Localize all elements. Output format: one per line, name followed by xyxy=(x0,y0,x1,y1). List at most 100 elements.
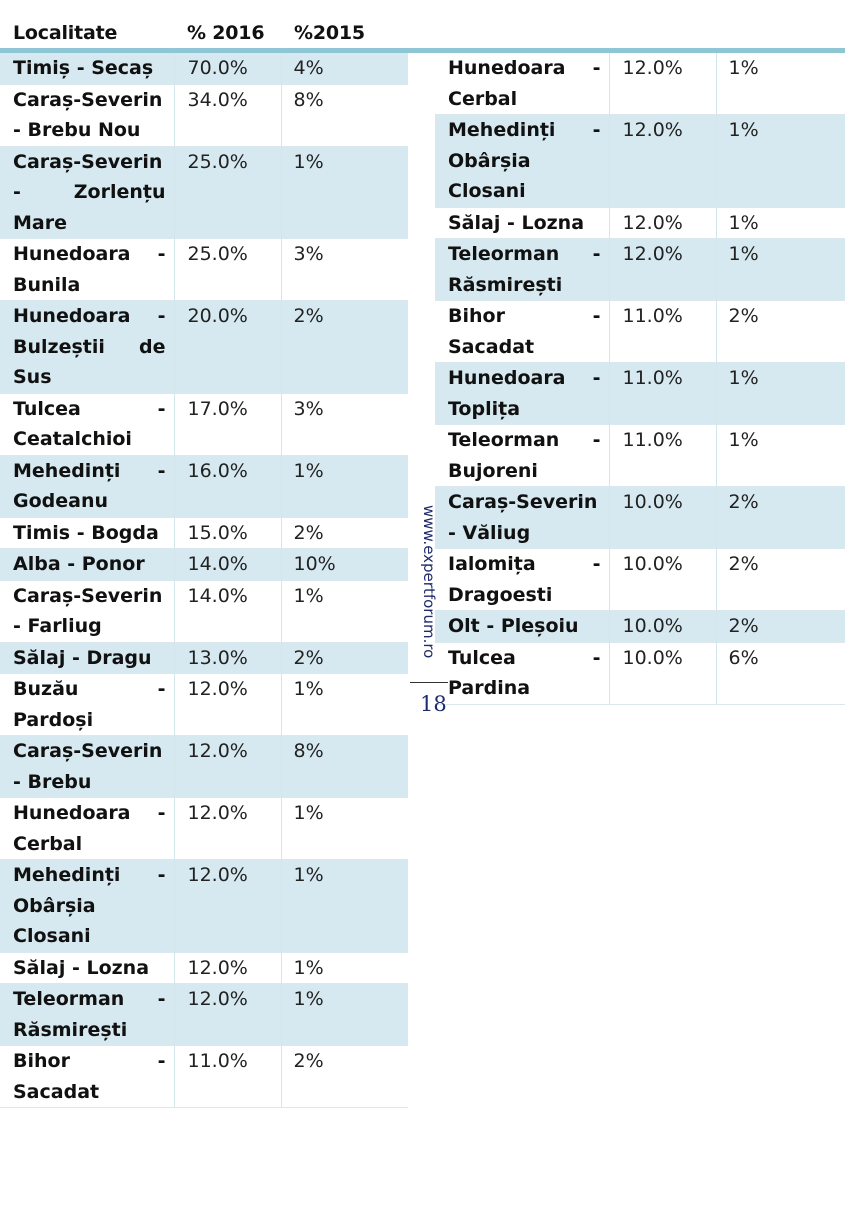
percent-2015-cell: 2% xyxy=(293,1050,324,1072)
table-row: Olt - Pleșoiu 10.0% 2% xyxy=(435,610,845,642)
locality-cell: Timis - Bogda xyxy=(0,517,175,549)
percent-2016-cell: 11.0% xyxy=(609,362,717,425)
percent-2016-cell: 12.0% xyxy=(609,53,717,115)
percent-2016-cell: 14.0% xyxy=(174,580,282,642)
percent-2016-cell: 11.0% xyxy=(609,424,717,487)
table-row: Mehedinți - Godeanu 16.0% 1% xyxy=(0,455,408,517)
locality-cell: Sălaj - Dragu xyxy=(0,642,175,674)
percent-2015-cell: 1% xyxy=(716,114,845,207)
table-row: Tulcea - Pardina 10.0% 6% xyxy=(435,642,845,704)
table-row: Bihor - Sacadat 11.0% 2% xyxy=(0,1045,408,1108)
table-row: Alba - Ponor 14.0% 10% xyxy=(0,548,408,580)
page-number-rule xyxy=(410,682,448,683)
percent-2016-cell: 25.0% xyxy=(174,238,282,301)
percent-2015-cell: 8% xyxy=(281,735,408,798)
percent-2016-cell: 12.0% xyxy=(174,859,282,952)
table-header: Localitate % 2016 %2015 xyxy=(0,19,845,49)
percent-2015-cell: 4% xyxy=(281,53,408,84)
percent-2015-cell: 1% xyxy=(293,802,324,824)
percent-2015-cell: 2% xyxy=(293,521,324,544)
locality-cell: Bihor - Sacadat xyxy=(435,300,610,363)
percent-2016-cell: 11.0% xyxy=(174,1045,282,1108)
table-row: Timiș - Secaș 70.0% 4% xyxy=(0,53,408,84)
percent-2015-cell: 3% xyxy=(293,397,324,420)
percent-2015-cell: 1% xyxy=(728,429,759,451)
percent-2016-cell: 12.0% xyxy=(609,238,717,301)
percent-2016-cell: 34.0% xyxy=(174,84,282,146)
locality-cell: Mehedinți - Godeanu xyxy=(0,455,175,517)
locality-cell: Mehedinți - Obârșia Closani xyxy=(0,859,175,952)
percent-2015-cell: 1% xyxy=(281,455,408,517)
table-row: Hunedoara - Bunila 25.0% 3% xyxy=(0,238,408,301)
table-row: Mehedinți - Obârșia Closani 12.0% 1% xyxy=(0,859,408,952)
table-row: Tulcea - Ceatalchioi 17.0% 3% xyxy=(0,393,408,455)
percent-2016-cell: 10.0% xyxy=(609,610,717,642)
locality-cell: Caraș-Severin - Zorlențu Mare xyxy=(0,146,175,239)
table-row: Caraș-Severin - Brebu 12.0% 8% xyxy=(0,735,408,798)
left-table: Timiș - Secaș 70.0% 4% Caraș-Severin - Breb… xyxy=(0,53,408,1108)
locality-cell: Hunedoara - Cerbal xyxy=(0,797,175,860)
header-2015: %2015 xyxy=(294,22,365,44)
locality-cell: Tulcea - Pardina xyxy=(435,642,610,704)
percent-2016-cell: 11.0% xyxy=(609,300,717,363)
percent-2015-cell: 1% xyxy=(716,238,845,301)
locality-cell: Tulcea - Ceatalchioi xyxy=(0,393,175,455)
locality-cell: Caraș-Severin - Brebu Nou xyxy=(0,84,175,146)
percent-2015-cell: 10% xyxy=(281,548,408,580)
percent-2015-cell: 2% xyxy=(281,642,408,674)
locality-cell: Olt - Pleșoiu xyxy=(435,610,610,642)
locality-cell: Mehedinți - Obârșia Closani xyxy=(435,114,610,207)
locality-cell: Ialomița - Dragoesti xyxy=(435,548,610,611)
percent-2015-cell: 2% xyxy=(728,305,759,327)
page-number: 18 xyxy=(420,692,447,716)
percent-2015-cell: 1% xyxy=(293,584,324,607)
percent-2016-cell: 13.0% xyxy=(174,642,282,674)
percent-2015-cell: 1% xyxy=(728,211,759,234)
right-table: Hunedoara - Cerbal 12.0% 1% Mehedinți - Obâ… xyxy=(435,53,845,705)
table-row: Sălaj - Lozna 12.0% 1% xyxy=(435,207,845,239)
percent-2016-cell: 15.0% xyxy=(174,517,282,549)
table-row: Ialomița - Dragoesti 10.0% 2% xyxy=(435,548,845,611)
locality-cell: Hunedoara - Cerbal xyxy=(435,53,610,115)
percent-2015-cell: 1% xyxy=(728,57,759,79)
percent-2016-cell: 17.0% xyxy=(174,393,282,455)
locality-cell: Sălaj - Lozna xyxy=(435,207,610,239)
percent-2016-cell: 12.0% xyxy=(609,114,717,207)
table-row: Caraș-Severin - Brebu Nou 34.0% 8% xyxy=(0,84,408,146)
percent-2016-cell: 10.0% xyxy=(609,548,717,611)
locality-cell: Caraș-Severin - Văliug xyxy=(435,486,610,549)
percent-2015-cell: 6% xyxy=(728,646,759,669)
percent-2016-cell: 16.0% xyxy=(174,455,282,517)
table-row: Hunedoara - Cerbal 12.0% 1% xyxy=(435,53,845,115)
header-localitate: Localitate xyxy=(13,22,118,44)
percent-2015-cell: 2% xyxy=(728,553,759,575)
table-row: Bihor - Sacadat 11.0% 2% xyxy=(435,300,845,363)
percent-2015-cell: 2% xyxy=(281,300,408,393)
table-row: Timis - Bogda 15.0% 2% xyxy=(0,517,408,549)
table-row: Buzău - Pardoși 12.0% 1% xyxy=(0,673,408,736)
watermark: www.expertforum.ro xyxy=(418,505,438,665)
percent-2016-cell: 12.0% xyxy=(174,797,282,860)
locality-cell: Buzău - Pardoși xyxy=(0,673,175,736)
percent-2016-cell: 12.0% xyxy=(609,207,717,239)
percent-2016-cell: 10.0% xyxy=(609,486,717,549)
table-row: Caraș-Severin - Văliug 10.0% 2% xyxy=(435,486,845,549)
table-row: Teleorman - Bujoreni 11.0% 1% xyxy=(435,424,845,487)
table-row: Teleorman - Răsmirești 12.0% 1% xyxy=(435,238,845,301)
watermark-text: www.expertforum.ro xyxy=(420,505,438,659)
percent-2016-cell: 12.0% xyxy=(174,983,282,1046)
table-row: Caraș-Severin - Farliug 14.0% 1% xyxy=(0,580,408,642)
percent-2015-cell: 2% xyxy=(716,486,845,549)
percent-2016-cell: 12.0% xyxy=(174,735,282,798)
percent-2015-cell: 2% xyxy=(716,610,845,642)
percent-2015-cell: 1% xyxy=(293,678,324,700)
percent-2016-cell: 12.0% xyxy=(174,952,282,984)
table-row: Hunedoara - Cerbal 12.0% 1% xyxy=(0,797,408,860)
percent-2015-cell: 1% xyxy=(281,983,408,1046)
table-row: Teleorman - Răsmirești 12.0% 1% xyxy=(0,983,408,1046)
table-row: Sălaj - Lozna 12.0% 1% xyxy=(0,952,408,984)
percent-2016-cell: 70.0% xyxy=(174,53,282,84)
table-row: Sălaj - Dragu 13.0% 2% xyxy=(0,642,408,674)
table-row: Hunedoara - Toplița 11.0% 1% xyxy=(435,362,845,425)
percent-2015-cell: 1% xyxy=(281,146,408,239)
